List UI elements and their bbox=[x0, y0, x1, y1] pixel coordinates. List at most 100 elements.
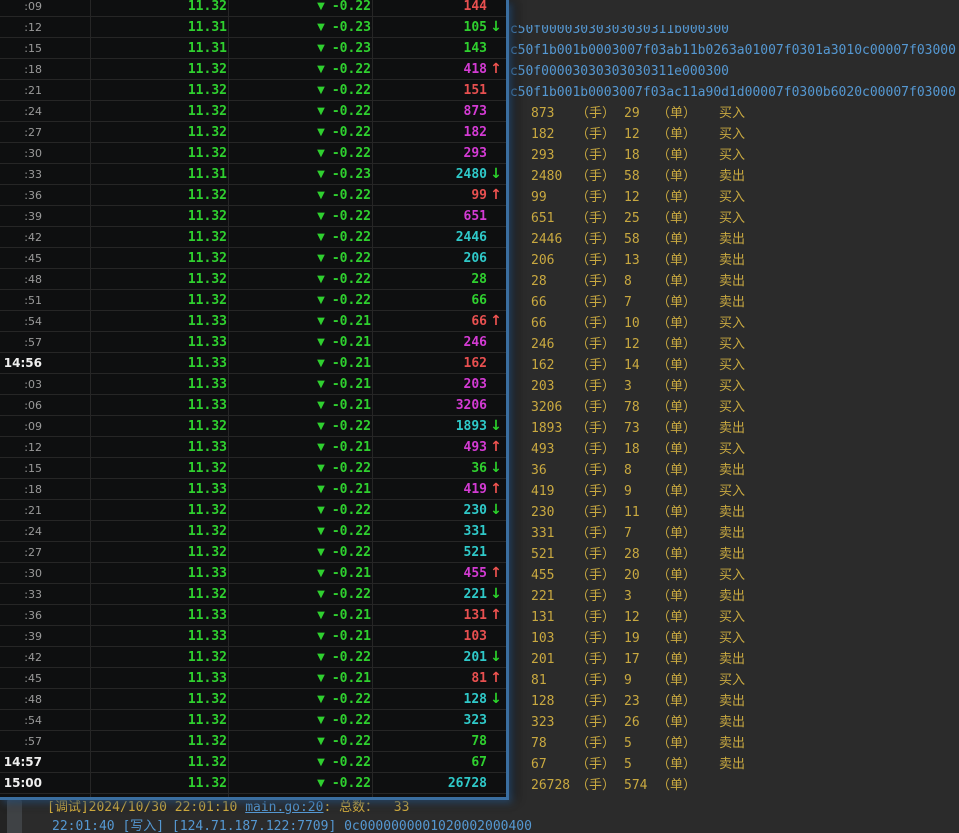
tick-row[interactable]: :36 11.33 ▼ -0.21 131 ↑ bbox=[0, 605, 506, 626]
tick-row[interactable]: :24 11.32 ▼ -0.22 331 bbox=[0, 521, 506, 542]
trade-order-count: 73 bbox=[624, 421, 640, 436]
trade-qty: 521 bbox=[531, 547, 555, 562]
tick-row[interactable]: :33 11.31 ▼ -0.23 2480 ↓ bbox=[0, 164, 506, 185]
tick-row[interactable]: :12 11.31 ▼ -0.23 105 ↓ bbox=[0, 17, 506, 38]
tick-row[interactable]: :06 11.33 ▼ -0.21 3206 bbox=[0, 395, 506, 416]
tick-row[interactable]: :09 11.32 ▼ -0.22 144 bbox=[0, 0, 506, 17]
tick-time: :45 bbox=[24, 251, 42, 265]
order-unit-label: （单） bbox=[657, 295, 697, 310]
tick-row[interactable]: :57 11.32 ▼ -0.22 78 bbox=[0, 731, 506, 752]
tick-row[interactable]: :45 11.33 ▼ -0.21 81 ↑ bbox=[0, 668, 506, 689]
tick-row[interactable]: :18 11.33 ▼ -0.21 419 ↑ bbox=[0, 479, 506, 500]
tick-time: :54 bbox=[24, 713, 42, 727]
trade-order-count: 26 bbox=[624, 715, 640, 730]
tick-price: 11.32 bbox=[187, 754, 227, 770]
tick-row[interactable]: :15 11.31 ▼ -0.23 143 bbox=[0, 38, 506, 59]
tick-change-value: -0.23 bbox=[331, 19, 371, 35]
lot-unit-label: （手） bbox=[576, 442, 616, 457]
tick-row[interactable]: :27 11.32 ▼ -0.22 521 bbox=[0, 542, 506, 563]
tick-row[interactable]: 14:56 11.33 ▼ -0.21 162 bbox=[0, 353, 506, 374]
tick-row[interactable]: 15:00 11.32 ▼ -0.22 26728 bbox=[0, 773, 506, 794]
down-triangle-icon: ▼ bbox=[317, 609, 325, 621]
tick-row[interactable]: :42 11.32 ▼ -0.22 2446 bbox=[0, 227, 506, 248]
tick-row[interactable]: :30 11.32 ▼ -0.22 293 bbox=[0, 143, 506, 164]
tick-price: 11.32 bbox=[187, 124, 227, 140]
order-unit-label: （单） bbox=[657, 421, 697, 436]
down-triangle-icon: ▼ bbox=[317, 42, 325, 54]
down-arrow-icon: ↓ bbox=[490, 586, 502, 602]
trade-order-count: 18 bbox=[624, 148, 640, 163]
trade-direction: 卖出 bbox=[719, 694, 746, 709]
up-arrow-icon: ↑ bbox=[490, 439, 502, 455]
tick-row[interactable]: :48 11.32 ▼ -0.22 28 bbox=[0, 269, 506, 290]
trade-order-count: 7 bbox=[624, 526, 632, 541]
tick-row[interactable]: :18 11.32 ▼ -0.22 418 ↑ bbox=[0, 59, 506, 80]
trade-line: 1893 （手） 73 （单） 卖出 bbox=[0, 418, 959, 439]
scrollbar-thumb[interactable] bbox=[7, 799, 22, 833]
lot-unit-label: （手） bbox=[576, 295, 616, 310]
source-file-link[interactable]: main.go:20 bbox=[245, 800, 324, 815]
tick-row[interactable]: :30 11.33 ▼ -0.21 455 ↑ bbox=[0, 563, 506, 584]
tick-row[interactable]: 14:57 11.32 ▼ -0.22 67 bbox=[0, 752, 506, 773]
tick-volume: 873 bbox=[463, 103, 487, 119]
trade-order-count: 8 bbox=[624, 463, 632, 478]
tick-row[interactable]: :45 11.32 ▼ -0.22 206 bbox=[0, 248, 506, 269]
down-triangle-icon: ▼ bbox=[317, 462, 325, 474]
tick-row[interactable]: :48 11.32 ▼ -0.22 128 ↓ bbox=[0, 689, 506, 710]
tick-row[interactable]: :39 11.32 ▼ -0.22 651 bbox=[0, 206, 506, 227]
tick-change-value: -0.21 bbox=[331, 397, 371, 413]
down-triangle-icon: ▼ bbox=[317, 84, 325, 96]
trade-order-count: 12 bbox=[624, 337, 640, 352]
tick-row[interactable]: :03 11.33 ▼ -0.21 203 bbox=[0, 374, 506, 395]
tick-row[interactable]: :54 11.32 ▼ -0.22 323 bbox=[0, 710, 506, 731]
lot-unit-label: （手） bbox=[576, 715, 616, 730]
tick-row[interactable]: :15 11.32 ▼ -0.22 36 ↓ bbox=[0, 458, 506, 479]
tick-volume: 206 bbox=[463, 250, 487, 266]
tick-row[interactable]: :51 11.32 ▼ -0.22 66 bbox=[0, 290, 506, 311]
trade-direction: 买入 bbox=[719, 442, 746, 457]
tick-row[interactable]: :36 11.32 ▼ -0.22 99 ↑ bbox=[0, 185, 506, 206]
tick-row[interactable]: :21 11.32 ▼ -0.22 230 ↓ bbox=[0, 500, 506, 521]
tick-row[interactable]: :57 11.33 ▼ -0.21 246 bbox=[0, 332, 506, 353]
tick-row[interactable]: :21 11.32 ▼ -0.22 151 bbox=[0, 80, 506, 101]
tick-row[interactable]: :12 11.33 ▼ -0.21 493 ↑ bbox=[0, 437, 506, 458]
trade-qty: 651 bbox=[531, 211, 555, 226]
down-triangle-icon: ▼ bbox=[317, 756, 325, 768]
tick-time: 14:56 bbox=[3, 356, 42, 370]
down-triangle-icon: ▼ bbox=[317, 546, 325, 558]
tick-change: ▼ -0.22 bbox=[227, 293, 371, 308]
down-triangle-icon: ▼ bbox=[317, 315, 325, 327]
tick-row[interactable]: :27 11.32 ▼ -0.22 182 bbox=[0, 122, 506, 143]
hex-dump-line: 0c50f00003030303030311b000300 bbox=[502, 22, 729, 37]
tick-time: :33 bbox=[24, 587, 42, 601]
tick-row[interactable]: :42 11.32 ▼ -0.22 201 ↓ bbox=[0, 647, 506, 668]
order-unit-label: （单） bbox=[657, 484, 697, 499]
order-unit-label: （单） bbox=[657, 442, 697, 457]
tick-volume: 78 bbox=[471, 733, 487, 749]
tick-change-value: -0.21 bbox=[331, 628, 371, 644]
order-unit-label: （单） bbox=[657, 526, 697, 541]
tick-row[interactable]: :24 11.32 ▼ -0.22 873 bbox=[0, 101, 506, 122]
tick-volume: 99 bbox=[471, 187, 487, 203]
order-unit-label: （单） bbox=[657, 463, 697, 478]
tick-table-panel[interactable]: :09 11.32 ▼ -0.22 144:12 11.31 ▼ -0.23 105 ↓:15 11… bbox=[0, 0, 509, 800]
tick-price: 11.33 bbox=[187, 376, 227, 392]
tick-row[interactable]: :09 11.32 ▼ -0.22 1893 ↓ bbox=[0, 416, 506, 437]
lot-unit-label: （手） bbox=[576, 694, 616, 709]
trade-order-count: 3 bbox=[624, 379, 632, 394]
tick-volume: 144 bbox=[463, 0, 487, 14]
lot-unit-label: （手） bbox=[576, 106, 616, 121]
trade-direction: 买入 bbox=[719, 673, 746, 688]
tick-row[interactable]: :54 11.33 ▼ -0.21 66 ↑ bbox=[0, 311, 506, 332]
tick-change: ▼ -0.21 bbox=[227, 608, 371, 623]
lot-unit-label: （手） bbox=[576, 736, 616, 751]
tick-change: ▼ -0.22 bbox=[227, 755, 371, 770]
tick-change: ▼ -0.21 bbox=[227, 440, 371, 455]
trade-line: 521 （手） 28 （单） 卖出 bbox=[0, 544, 959, 565]
tick-row[interactable]: :39 11.33 ▼ -0.21 103 bbox=[0, 626, 506, 647]
order-unit-label: （单） bbox=[657, 274, 697, 289]
trade-qty: 331 bbox=[531, 526, 555, 541]
trade-qty: 293 bbox=[531, 148, 555, 163]
tick-row[interactable]: :33 11.32 ▼ -0.22 221 ↓ bbox=[0, 584, 506, 605]
up-arrow-icon: ↑ bbox=[490, 481, 502, 497]
